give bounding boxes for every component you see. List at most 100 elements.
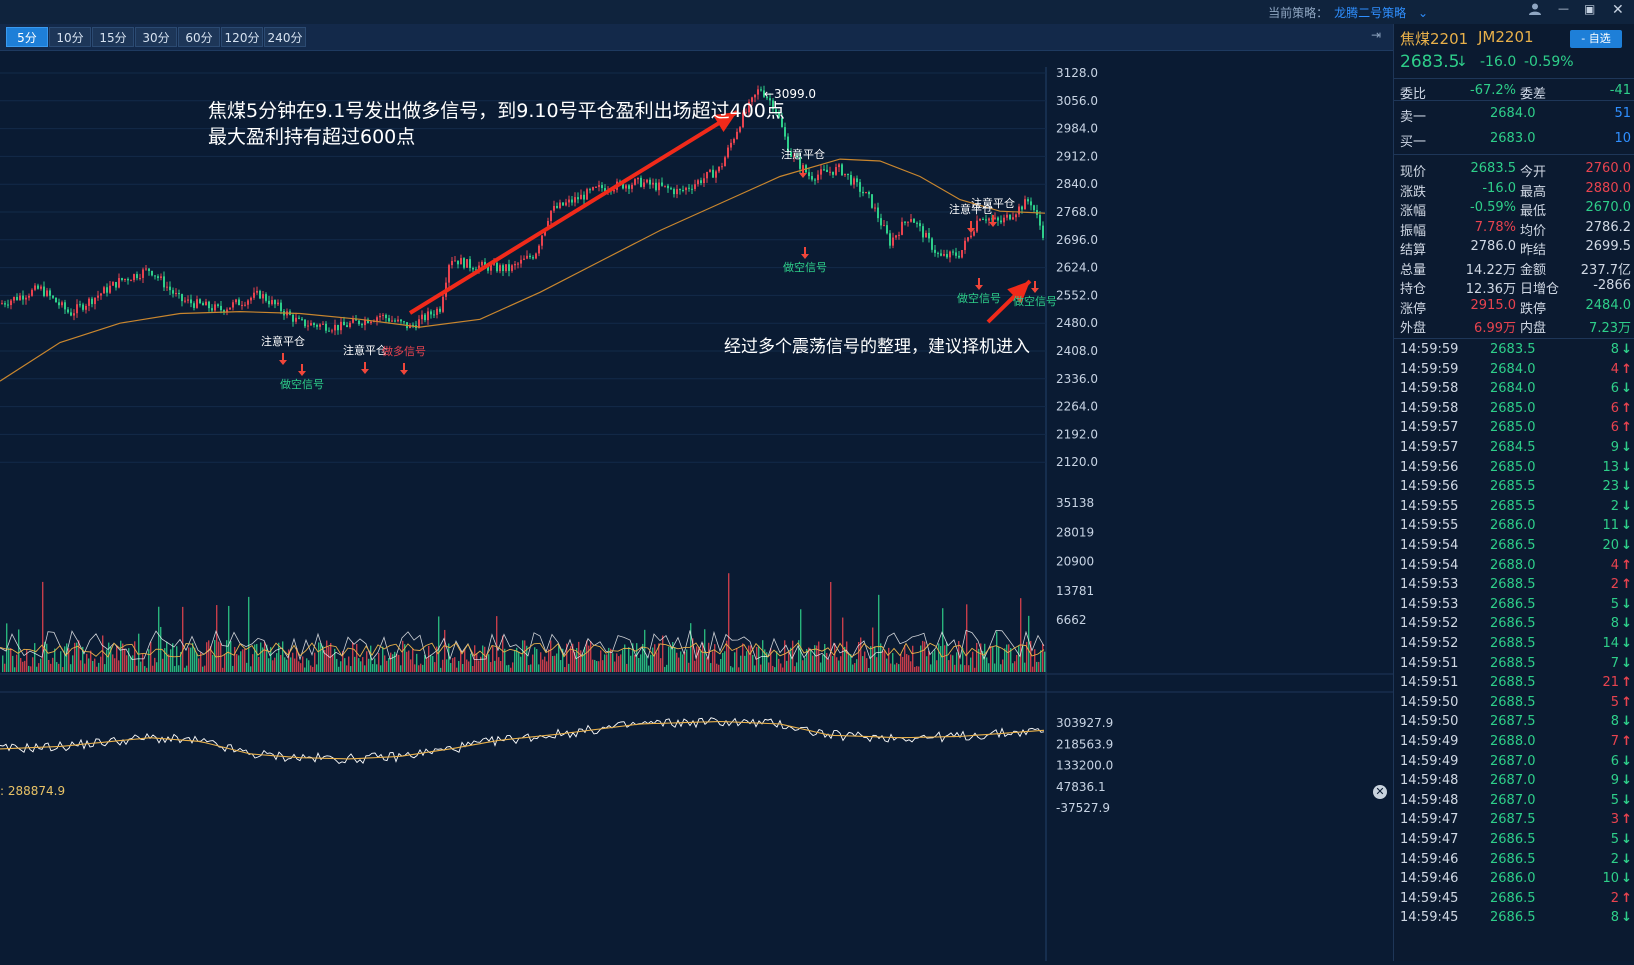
candle-body xyxy=(154,275,156,277)
period-tab-0[interactable]: 5分 xyxy=(6,27,48,47)
volume-bar xyxy=(272,660,274,672)
candle-body xyxy=(364,319,366,326)
tick-row: 14:59:54 2686.5 20 ↓ xyxy=(1394,538,1634,557)
candle-body xyxy=(217,304,219,306)
close-indicator-icon[interactable]: ✕ xyxy=(1373,785,1387,799)
volume-bar xyxy=(860,637,862,672)
stat-value: 6.99万 xyxy=(1474,321,1516,336)
volume-bar xyxy=(828,659,830,672)
volume-bar xyxy=(630,655,632,672)
candle-body xyxy=(76,304,78,314)
volume-bar xyxy=(288,649,290,672)
volume-bar xyxy=(30,666,32,672)
stat-label: 涨跌 xyxy=(1400,184,1427,200)
minimize-button[interactable]: — xyxy=(1558,2,1569,15)
headline-text: 焦煤5分钟在9.1号发出做多信号，到9.10号平仓盈利出场超过400点 xyxy=(208,100,785,122)
volume-bar xyxy=(908,655,910,672)
tick-list[interactable]: 14:59:59 2683.5 8 ↓ 14:59:59 2684.0 4 ↑ 14:59:58… xyxy=(1394,338,1634,961)
collapse-panel-icon[interactable]: ⇥ xyxy=(1370,28,1381,42)
period-tab-3[interactable]: 30分 xyxy=(135,27,177,47)
stat-value: -16.0 xyxy=(1482,180,1516,196)
volume-bar xyxy=(604,654,606,672)
strategy-value[interactable]: 龙腾二号策略 xyxy=(1334,6,1407,20)
volume-bar xyxy=(36,666,38,672)
volume-bar xyxy=(58,663,60,672)
volume-bar xyxy=(22,661,24,672)
candle-body xyxy=(913,219,915,223)
volume-bar xyxy=(992,646,994,672)
volume-bar xyxy=(880,643,882,672)
candle-body xyxy=(88,298,90,306)
volume-bar xyxy=(464,649,466,672)
stat-value: 2786.2 xyxy=(1585,219,1632,235)
volume-bar xyxy=(680,651,682,672)
tick-price: 2688.5 xyxy=(1490,694,1536,710)
close-button[interactable]: ✕ xyxy=(1612,2,1624,18)
volume-bar xyxy=(344,658,346,672)
arrow-down-icon: ↓ xyxy=(1621,440,1632,455)
volume-bar xyxy=(624,644,626,672)
volume-bar xyxy=(904,645,906,672)
volume-bar xyxy=(82,646,84,672)
volume-bar xyxy=(328,646,330,672)
candle-body xyxy=(58,302,60,306)
tick-time: 14:59:45 xyxy=(1400,890,1459,906)
tick-time: 14:59:54 xyxy=(1400,538,1459,553)
tick-time: 14:59:54 xyxy=(1400,557,1459,573)
candle-body xyxy=(1018,206,1020,215)
volume-bar xyxy=(976,642,978,672)
volume-bar xyxy=(182,606,184,672)
volume-bar xyxy=(536,649,538,672)
candle-body xyxy=(403,321,405,323)
user-icon[interactable] xyxy=(1528,2,1542,20)
stat-value: -0.59% xyxy=(1470,200,1516,215)
period-tab-6[interactable]: 240分 xyxy=(264,27,306,47)
candle-body xyxy=(310,323,312,326)
candle-body xyxy=(526,255,528,259)
volume-bar xyxy=(292,652,294,672)
volume-bar xyxy=(188,647,190,672)
volume-bar xyxy=(832,656,834,672)
period-tab-4[interactable]: 60分 xyxy=(178,27,220,47)
volume-bar xyxy=(32,657,34,672)
maximize-button[interactable]: ▣ xyxy=(1584,2,1596,16)
period-tab-2[interactable]: 15分 xyxy=(92,27,134,47)
candle-body xyxy=(697,180,699,185)
volume-bar xyxy=(418,665,420,672)
volume-bar xyxy=(626,663,628,672)
candle-body xyxy=(790,151,792,157)
volume-bar xyxy=(190,647,192,672)
tick-row: 14:59:51 2688.5 21 ↑ xyxy=(1394,675,1634,694)
strategy-selector[interactable]: 当前策略： 龙腾二号策略 ⌄ xyxy=(1268,4,1428,21)
volume-bar xyxy=(896,662,898,672)
kline-chart[interactable]: 3128.0 3056.0 2984.0 2912.0 2840.0 2768.0 2696… xyxy=(0,50,1393,961)
volume-bar xyxy=(986,657,988,672)
tick-volume: 5 xyxy=(1610,596,1619,612)
volume-bar xyxy=(852,664,854,672)
volume-bar xyxy=(238,655,240,672)
stat-value: 2915.0 xyxy=(1470,297,1517,313)
candle-body xyxy=(796,155,798,158)
tick-price: 2685.5 xyxy=(1490,498,1536,514)
tick-volume: 21 xyxy=(1602,675,1619,691)
volume-bar xyxy=(1004,648,1006,672)
volume-bar xyxy=(566,643,568,672)
trend-arrow-head xyxy=(713,112,737,133)
chevron-down-icon[interactable]: ⌄ xyxy=(1417,6,1428,20)
candle-body xyxy=(958,255,960,258)
volume-bar xyxy=(144,666,146,672)
tick-row: 14:59:57 2684.5 9 ↓ xyxy=(1394,440,1634,459)
volume-bar xyxy=(472,665,474,672)
tick-volume: 5 xyxy=(1610,694,1619,710)
period-tab-5[interactable]: 120分 xyxy=(221,27,263,47)
candle-body xyxy=(538,245,540,254)
volume-bar xyxy=(474,645,476,672)
volume-bar xyxy=(312,666,314,672)
volume-bar xyxy=(482,645,484,672)
period-tab-1[interactable]: 10分 xyxy=(49,27,91,47)
volume-bar xyxy=(84,663,86,672)
volume-bar xyxy=(204,665,206,672)
arrow-down-icon: ↓ xyxy=(1621,636,1632,651)
watchlist-button[interactable]: - 自选 xyxy=(1570,30,1622,48)
volume-bar xyxy=(318,642,320,672)
